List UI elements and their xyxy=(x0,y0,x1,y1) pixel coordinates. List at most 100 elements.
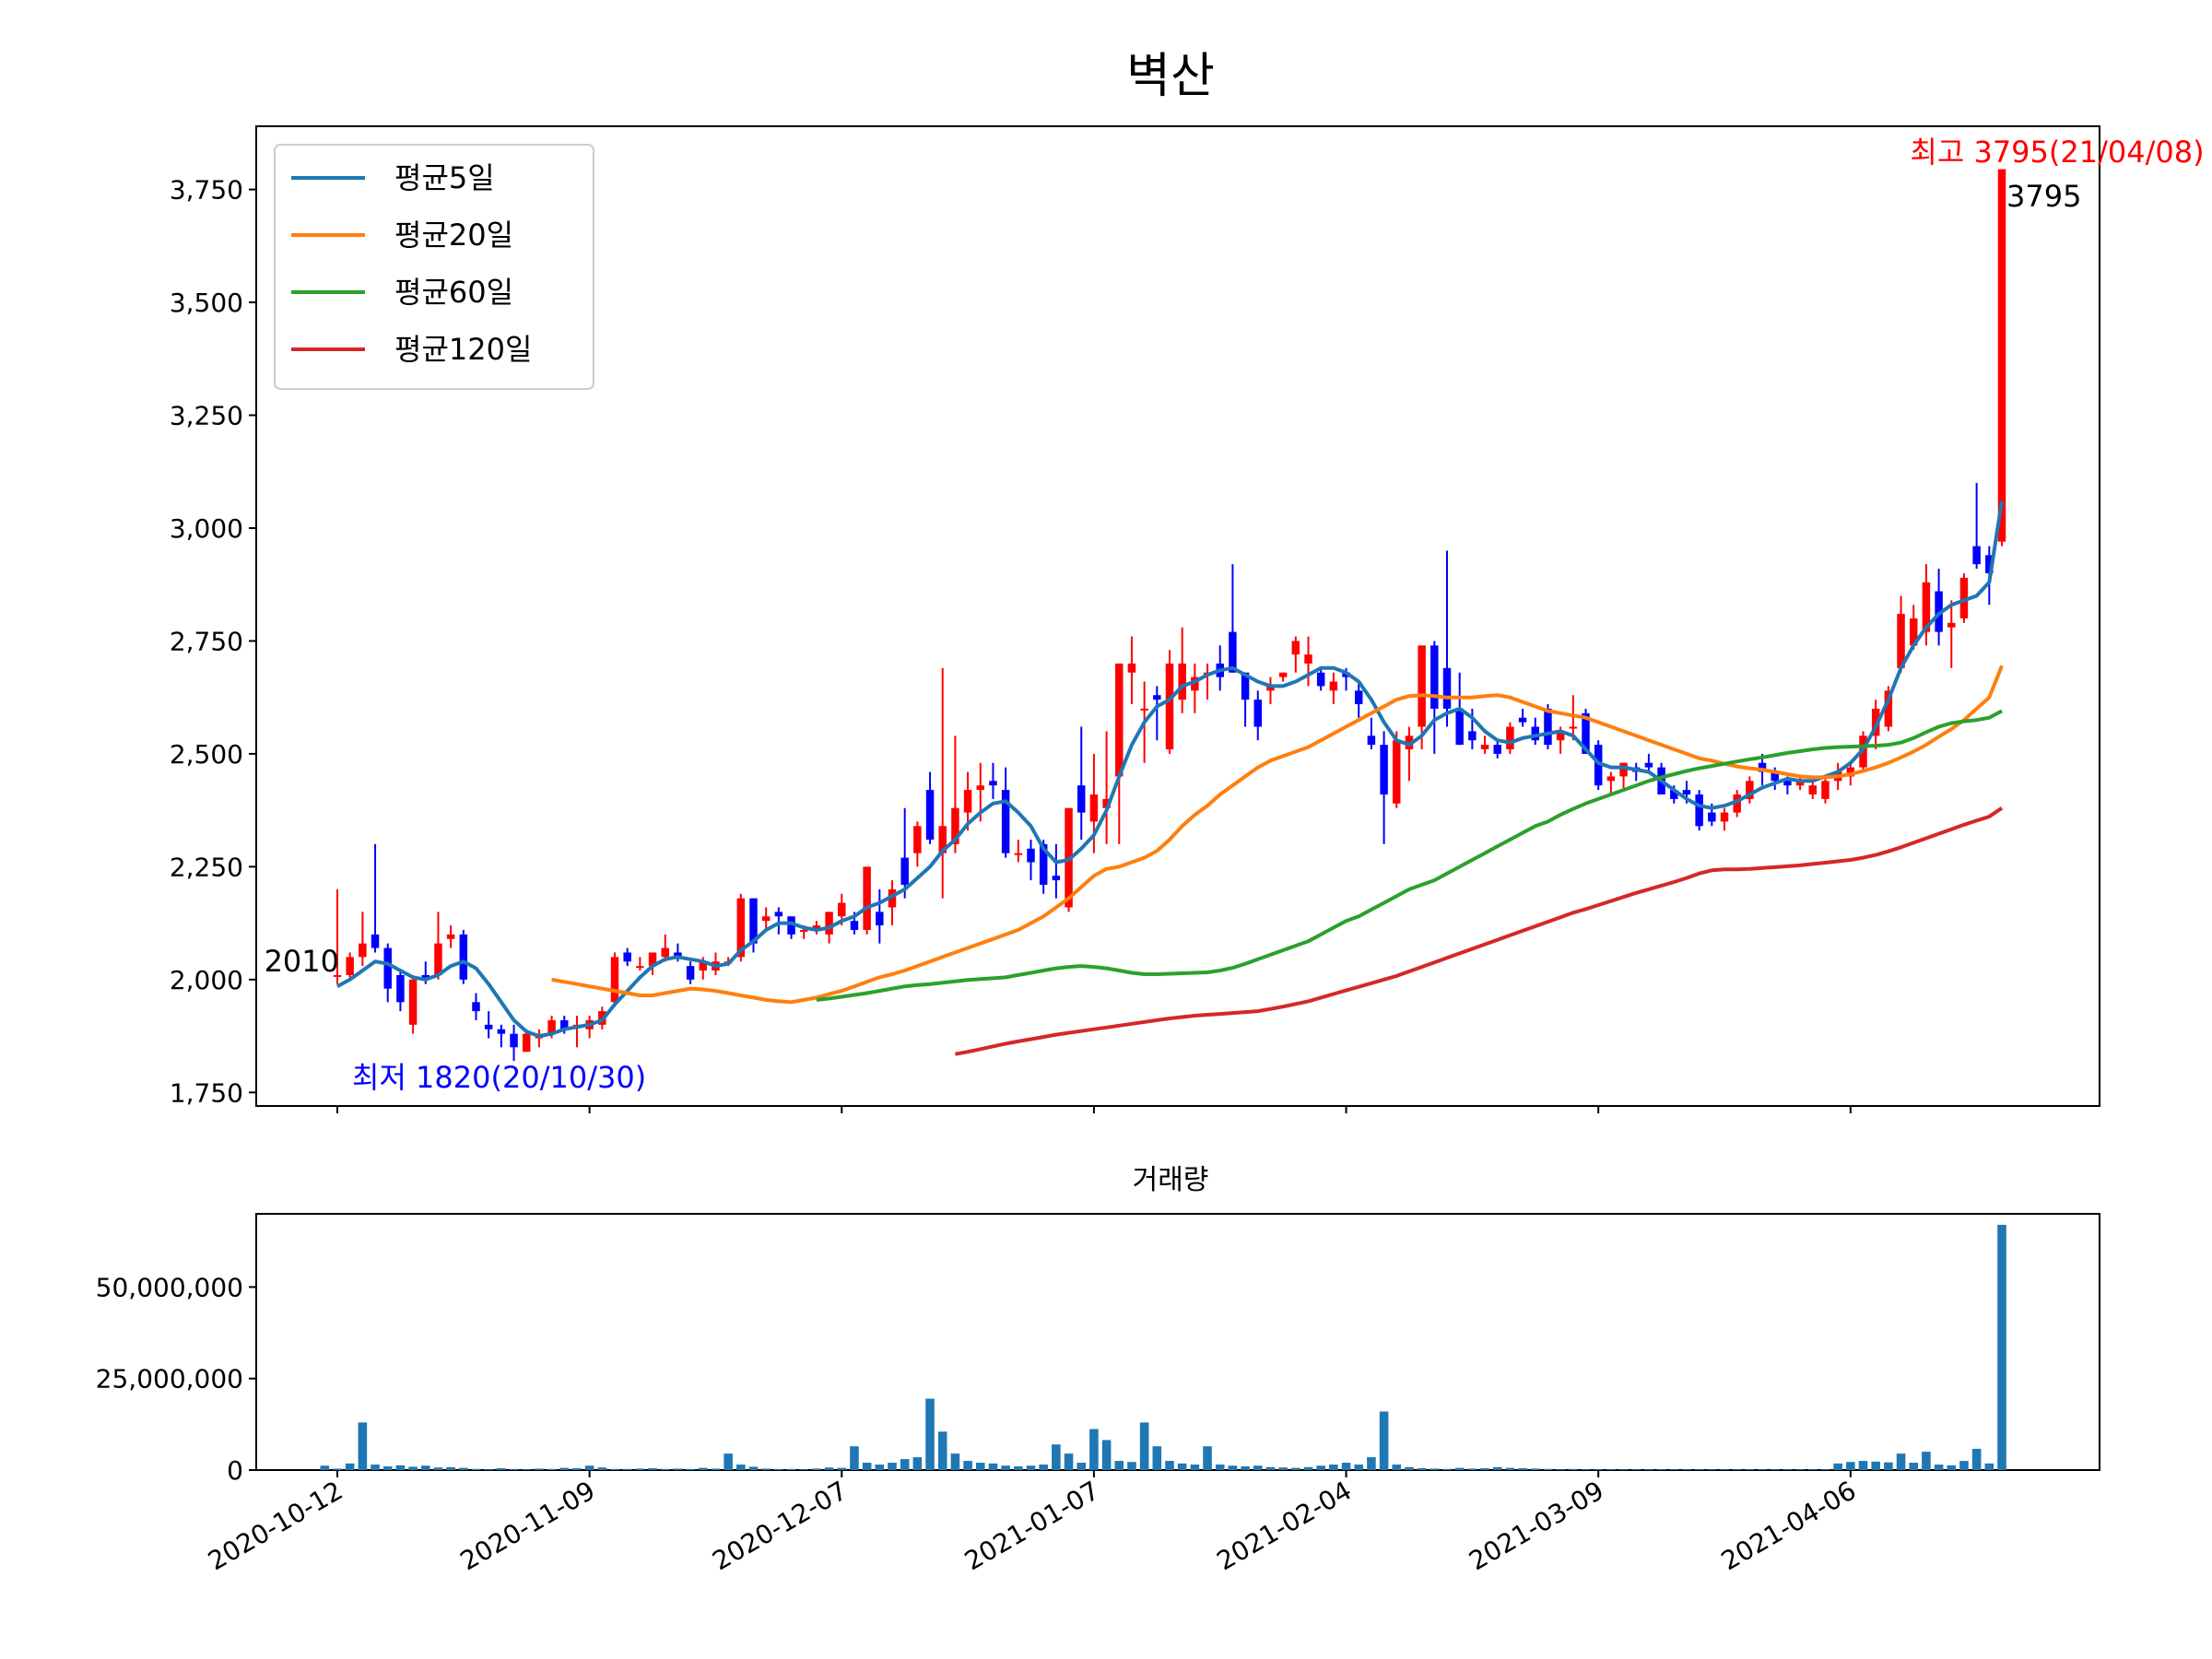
candle-body xyxy=(1367,735,1376,746)
candle-body xyxy=(1909,618,1918,646)
price-y-tick-label: 2,250 xyxy=(170,852,243,882)
candle-body xyxy=(1468,731,1477,741)
volume-bar xyxy=(975,1463,985,1470)
candle-body xyxy=(1039,843,1048,885)
volume-bar xyxy=(1720,1469,1729,1470)
candle-body xyxy=(1089,794,1099,822)
candles xyxy=(333,169,2006,1062)
candle-body xyxy=(736,898,746,958)
volume-bar xyxy=(1241,1466,1250,1470)
volume-bar xyxy=(1278,1467,1288,1470)
candle-body xyxy=(371,934,380,948)
volume-bar xyxy=(1594,1469,1603,1470)
volume-bar xyxy=(1101,1440,1112,1470)
candle-body xyxy=(925,790,935,840)
volume-bar xyxy=(1253,1465,1263,1470)
candle-body xyxy=(1027,848,1035,863)
candle-body xyxy=(951,807,959,844)
candle-body xyxy=(1052,876,1061,881)
volume-bar xyxy=(786,1468,796,1470)
volume-bar xyxy=(1896,1453,1906,1470)
candle-body xyxy=(1493,745,1501,754)
volume-bar xyxy=(1669,1469,1679,1470)
volume-bar xyxy=(1316,1465,1325,1470)
candle-body xyxy=(446,934,455,939)
volume-bar xyxy=(484,1469,493,1470)
volume-bar xyxy=(420,1465,430,1470)
volume-bar xyxy=(912,1457,923,1470)
price-y-tick-label: 3,500 xyxy=(170,288,243,318)
candle-body xyxy=(699,961,708,971)
ma5-line xyxy=(336,500,2004,1039)
volume-panel: 0 25,000,000 50,000,000 2020-10-12 2020-11-0… xyxy=(96,1213,2100,1576)
candle-body xyxy=(408,979,418,1025)
volume-bar xyxy=(1379,1411,1389,1470)
volume-bar xyxy=(559,1467,570,1470)
volume-bar xyxy=(1392,1465,1402,1470)
candle-body xyxy=(787,916,795,935)
x-tick-label: 2021-04-06 xyxy=(1716,1475,1861,1576)
candle-body xyxy=(1771,771,1779,782)
x-tick-label: 2021-02-04 xyxy=(1212,1475,1357,1576)
volume-bar xyxy=(1303,1466,1313,1470)
candle-body xyxy=(989,781,997,786)
price-y-tick-label: 3,750 xyxy=(170,175,243,206)
volume-bar xyxy=(1934,1465,1944,1470)
candle-body xyxy=(1871,708,1880,736)
volume-bar xyxy=(345,1463,355,1470)
volume-bar xyxy=(522,1469,532,1470)
x-tick-label: 2020-10-12 xyxy=(203,1475,347,1576)
volume-bar xyxy=(1807,1469,1818,1470)
volume-bar xyxy=(1480,1468,1489,1470)
candle-body xyxy=(383,947,392,989)
candle-body xyxy=(1278,672,1288,677)
candle-body xyxy=(648,952,657,967)
candle-body xyxy=(1733,794,1741,813)
volume-bar xyxy=(459,1467,468,1470)
candle-body xyxy=(1746,781,1754,799)
candle-body xyxy=(812,925,821,930)
candle-body xyxy=(913,826,922,853)
volume-bar xyxy=(698,1467,708,1470)
volume-bar xyxy=(1971,1448,1982,1470)
volume-bar xyxy=(1064,1453,1074,1470)
candle-body xyxy=(1670,790,1678,799)
volume-bar xyxy=(1984,1463,1994,1470)
x-tick-label: 2021-03-09 xyxy=(1464,1475,1608,1576)
candle-body xyxy=(1241,672,1250,700)
volume-bar xyxy=(1871,1461,1880,1470)
ma60-line xyxy=(816,709,2003,1002)
candle-body xyxy=(1266,686,1275,691)
volume-bar xyxy=(660,1468,670,1470)
volume-bar xyxy=(395,1465,406,1470)
volume-bar xyxy=(686,1468,695,1470)
candle-body xyxy=(761,916,771,922)
candle-body xyxy=(1455,708,1464,746)
volume-bar xyxy=(1203,1446,1212,1470)
volume-bar xyxy=(925,1398,935,1470)
candle-body xyxy=(396,974,405,1003)
volume-bar xyxy=(1165,1461,1174,1470)
volume-bar xyxy=(837,1467,847,1470)
price-y-tick-label: 2,500 xyxy=(170,739,243,770)
volume-bar xyxy=(1758,1469,1767,1470)
candle-body xyxy=(1947,622,1956,628)
candle-body xyxy=(1606,776,1616,782)
volume-bar xyxy=(1618,1469,1629,1470)
volume-bar xyxy=(1089,1429,1099,1470)
candle-body xyxy=(1442,667,1452,709)
volume-bar xyxy=(1001,1465,1010,1470)
volume-bar xyxy=(888,1463,897,1470)
candle-body xyxy=(774,912,783,917)
volume-bar xyxy=(1745,1469,1755,1470)
candle-body xyxy=(1229,631,1237,673)
candle-body xyxy=(1619,762,1628,777)
ma20-line xyxy=(551,665,2004,1005)
volume-bar xyxy=(963,1461,972,1470)
volume-bar xyxy=(988,1463,998,1470)
volume-bar xyxy=(1291,1467,1300,1470)
candle-body xyxy=(484,1024,493,1030)
volume-bar xyxy=(1139,1422,1149,1470)
candle-body xyxy=(938,826,947,853)
